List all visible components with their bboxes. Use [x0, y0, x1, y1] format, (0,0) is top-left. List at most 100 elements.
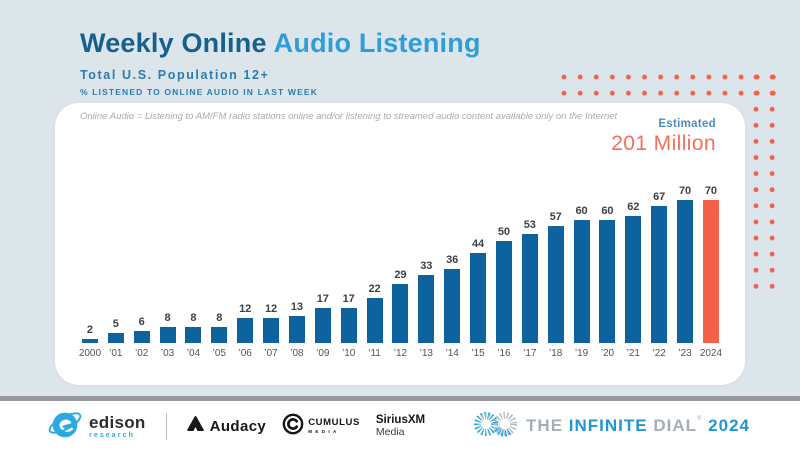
bar-value-label: 62 [627, 200, 640, 213]
bar-column-11: 22 ’11 [362, 283, 388, 360]
bar [677, 199, 694, 343]
dot-pattern-top [556, 69, 783, 102]
x-axis-label: ’04 [186, 348, 201, 359]
x-axis-label: ’17 [523, 348, 537, 359]
estimate-value: 201 Million [611, 132, 716, 155]
bar-column-14: 36 ’14 [439, 254, 465, 360]
bar [159, 326, 176, 343]
bar [366, 297, 383, 343]
cumulus-icon [282, 413, 304, 440]
bar [185, 326, 202, 343]
bar-value-label: 22 [368, 282, 381, 295]
edison-planet-icon [46, 405, 84, 448]
bar-value-label: 36 [446, 254, 459, 267]
x-axis-label: ’01 [109, 348, 123, 359]
x-axis-label: ’15 [471, 348, 485, 359]
title-part-light: Audio Listening [273, 28, 481, 58]
bar [418, 275, 435, 343]
x-axis-label: ’03 [160, 348, 175, 359]
header: Weekly Online Audio Listening Total U.S. … [80, 28, 481, 97]
bar-column-07: 12 ’07 [258, 303, 284, 360]
x-axis-label: ’12 [393, 348, 408, 359]
bar-column-04: 8 ’04 [181, 312, 207, 360]
bar [288, 316, 305, 343]
x-axis-label: ’20 [600, 348, 615, 359]
bar-column-15: 44 ’15 [465, 238, 491, 360]
x-axis-label: ’23 [678, 348, 692, 359]
cumulus-media-logo: CUMULUS MEDIA [282, 413, 360, 440]
infinite-dial-wordmark: THE INFINITE DIAL® 2024 [526, 416, 750, 435]
x-axis-label: 2000 [78, 348, 102, 359]
bar-column-19: 60 ’19 [569, 205, 595, 360]
x-axis-label: ’02 [135, 348, 149, 359]
page-title: Weekly Online Audio Listening [80, 28, 481, 59]
bar [521, 234, 538, 343]
bar-value-label: 12 [239, 303, 252, 316]
bar [599, 220, 616, 343]
bar-column-20: 60 ’20 [595, 205, 621, 360]
bar-value-label: 8 [216, 311, 223, 324]
subtitle: Total U.S. Population 12+ [80, 68, 270, 82]
bar-column-16: 50 ’16 [491, 226, 517, 361]
bar-value-label: 60 [575, 205, 588, 217]
bar [81, 338, 98, 343]
bar-column-08: 13 ’08 [284, 301, 310, 360]
x-axis-label: ’05 [212, 348, 226, 359]
x-axis-label: ’22 [652, 348, 666, 359]
bar-column-06: 12 ’06 [232, 303, 258, 360]
bar [470, 252, 487, 343]
bar-value-label: 57 [549, 211, 562, 224]
bar-value-label: 12 [264, 303, 278, 316]
bar-value-label: 44 [471, 237, 485, 250]
bar-highlighted [702, 199, 719, 343]
bar-value-label: 2 [86, 323, 93, 336]
bar-chart: 2 2000 5 ’01 6 ’02 8 ’03 8 ’04 8 ’05 12 ’06 12 ’07 13 ’08… [77, 185, 724, 361]
audacy-icon [186, 416, 204, 436]
edison-wordmark: edison research [89, 412, 146, 439]
bar [444, 269, 461, 343]
tagline: % LISTENED TO ONLINE AUDIO IN LAST WEEK [80, 87, 318, 97]
bar [340, 308, 357, 343]
divider-strip [0, 396, 800, 401]
footer: edison research Audacy [0, 401, 800, 451]
x-axis-label: ’21 [626, 348, 640, 359]
cumulus-wordmark: CUMULUS MEDIA [308, 417, 360, 434]
bar-column-12: 29 ’12 [388, 269, 414, 360]
bar-column-10: 17 ’10 [336, 293, 362, 360]
bar-column-13: 33 ’13 [413, 260, 439, 360]
bar-value-label: 29 [394, 268, 407, 281]
bar-column-03: 8 ’03 [155, 312, 181, 360]
bar [495, 240, 512, 343]
x-axis-label: ’18 [549, 348, 563, 359]
dot-pattern-right [748, 69, 781, 296]
sponsor-logos: edison research Audacy [46, 405, 425, 448]
bar [625, 215, 642, 343]
x-axis-label: 2024 [699, 348, 723, 359]
x-axis-label: ’16 [497, 348, 511, 359]
bar-value-label: 13 [290, 301, 304, 314]
bar [237, 318, 254, 343]
chart-card: Online Audio = Listening to AM/FM radio … [55, 103, 745, 385]
bar-value-label: 5 [112, 317, 119, 330]
edison-research-logo: edison research [46, 405, 146, 448]
audacy-logo: Audacy [186, 416, 267, 436]
infinity-icon [474, 411, 518, 442]
estimate-label: Estimated [658, 118, 716, 130]
bar [547, 226, 564, 343]
estimate-annotation: Estimated 201 Million [611, 118, 716, 156]
bar-column-2000: 2 2000 [77, 324, 103, 360]
bar-column-01: 5 ’01 [103, 318, 129, 360]
x-axis-label: ’14 [445, 348, 459, 359]
bar [314, 308, 331, 343]
bar [263, 318, 280, 343]
bar-column-17: 53 ’17 [517, 219, 543, 360]
bar [573, 220, 590, 343]
definition-note: Online Audio = Listening to AM/FM radio … [80, 111, 618, 122]
x-axis-label: ’07 [264, 348, 278, 359]
bar-value-label: 53 [523, 219, 536, 232]
bar-value-label: 8 [190, 311, 197, 324]
infinite-dial-logo: THE INFINITE DIAL® 2024 [474, 411, 750, 442]
footer-divider [165, 412, 167, 440]
bar [651, 205, 668, 343]
